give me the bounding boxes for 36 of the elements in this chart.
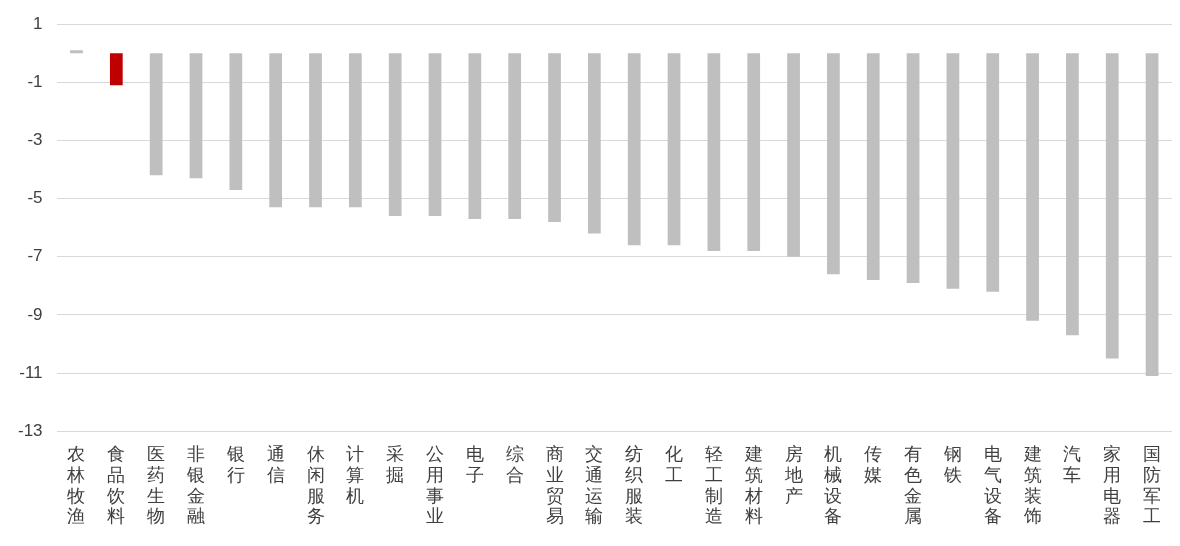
- x-tick-label: 建筑装饰: [1022, 443, 1042, 527]
- y-tick-label: -13: [17, 420, 43, 440]
- x-tick-label: 房地产: [783, 443, 803, 506]
- x-tick-label: 轻工制造: [704, 443, 723, 527]
- x-tick-label: 机械设备: [824, 443, 843, 527]
- y-tick-label: -7: [27, 246, 43, 266]
- y-tick-label: -1: [27, 72, 43, 92]
- x-tick-label: 有色金属: [904, 443, 923, 527]
- x-tick-label: 国防军工: [1143, 443, 1162, 527]
- x-tick-label: 银行: [225, 443, 245, 485]
- x-tick-label: 电气设备: [983, 443, 1002, 527]
- x-tick-label: 商业贸易: [545, 443, 564, 527]
- x-tick-label: 通信: [266, 443, 285, 485]
- x-tick-label: 非银金融: [186, 443, 205, 527]
- x-tick-label: 综合: [505, 443, 524, 485]
- x-tick-label: 公用事业: [426, 443, 445, 527]
- x-tick-label: 计算机: [346, 443, 365, 506]
- x-tick-label: 建筑材料: [743, 443, 763, 527]
- x-tick-label: 食品饮料: [106, 443, 126, 527]
- x-tick-label: 化工: [665, 443, 684, 485]
- x-tick-label: 电子: [465, 443, 484, 485]
- y-tick-label: -3: [27, 130, 43, 150]
- x-tick-label: 钢铁: [942, 443, 962, 485]
- x-tick-label: 农林牧渔: [66, 443, 86, 527]
- y-tick-label: 1: [33, 13, 43, 33]
- x-tick-label: 家用电器: [1103, 443, 1122, 527]
- x-tick-label: 汽车: [1063, 443, 1082, 485]
- x-tick-label: 交通运输: [585, 443, 604, 527]
- x-tick-label: 医药生物: [147, 443, 166, 527]
- x-tick-label: 休闲服务: [306, 443, 325, 527]
- y-tick-label: -9: [27, 304, 43, 324]
- x-tick-label: 采掘: [386, 443, 405, 485]
- x-tick-label: 纺织服装: [625, 443, 644, 527]
- y-tick-label: -5: [27, 188, 43, 208]
- y-tick-label: -11: [19, 362, 43, 382]
- x-tick-label: 传媒: [864, 443, 883, 485]
